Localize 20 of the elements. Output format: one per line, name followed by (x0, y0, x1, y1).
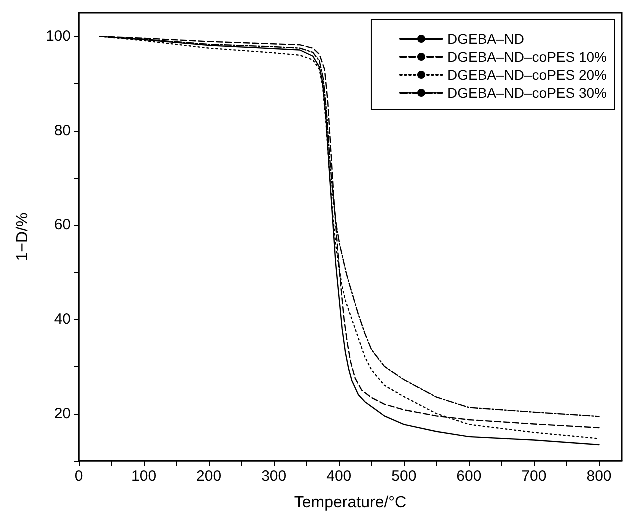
legend-label: DGEBA–ND (447, 31, 525, 47)
legend-label: DGEBA–ND–coPES 30% (447, 85, 608, 101)
x-tick-label: 600 (456, 468, 482, 485)
y-tick-label: 80 (54, 122, 71, 140)
x-tick-label: 100 (132, 468, 157, 485)
y-tick-label: 100 (46, 28, 71, 46)
x-tick-label: 800 (586, 468, 612, 485)
legend-label: DGEBA–ND–coPES 20% (447, 67, 608, 83)
y-axis-title: 1−D/% (14, 212, 32, 262)
x-tick-label: 700 (522, 468, 547, 485)
x-tick-label: 0 (74, 468, 84, 485)
x-tick-label: 300 (262, 468, 287, 485)
x-axis-title: Temperature/°C (294, 494, 407, 512)
x-tick-label: 400 (326, 468, 352, 485)
y-tick-label: 40 (54, 311, 71, 328)
x-tick-label: 200 (196, 468, 222, 485)
y-tick-label: 60 (54, 216, 71, 234)
legend-label: DGEBA–ND–coPES 10% (447, 49, 608, 65)
y-tick-label: 20 (54, 405, 71, 422)
x-tick-label: 500 (392, 468, 417, 485)
